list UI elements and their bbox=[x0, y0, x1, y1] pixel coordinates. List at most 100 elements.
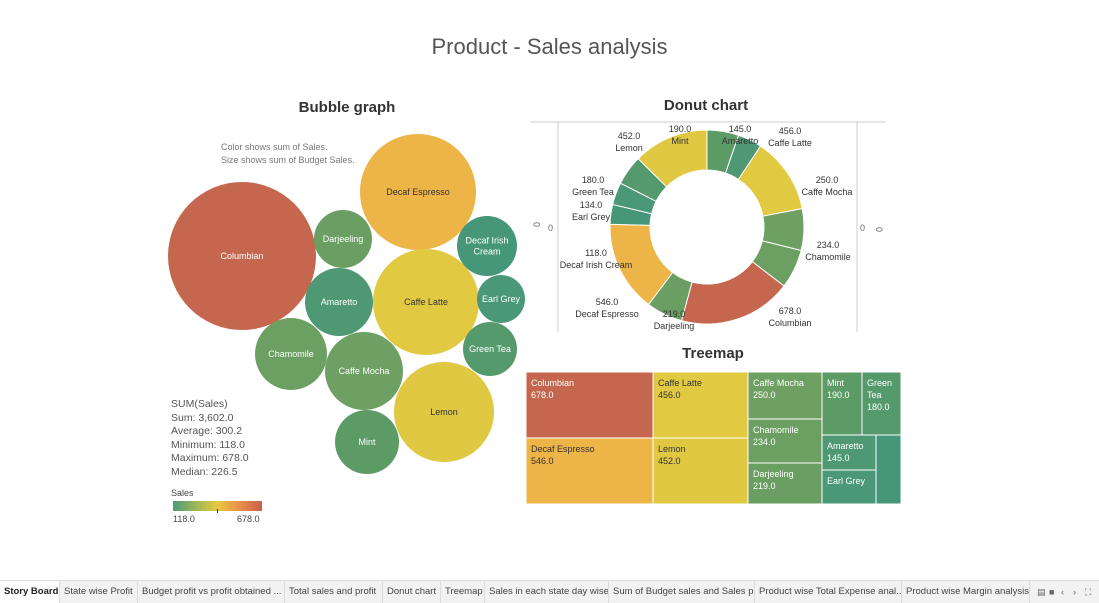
treemap-label-earl-grey: Earl Grey bbox=[827, 476, 866, 486]
color-legend-min: 118.0 bbox=[173, 514, 195, 524]
donut-axis-right-zero: 0 bbox=[860, 223, 865, 233]
treemap-value-amaretto: 145.0 bbox=[827, 453, 850, 463]
treemap-value-lemon: 452.0 bbox=[658, 456, 681, 466]
treemap-label-lemon: Lemon bbox=[658, 444, 686, 454]
color-legend-tick bbox=[217, 509, 218, 513]
bubble-chart-title: Bubble graph bbox=[298, 99, 396, 116]
donut-label-caffe-latte: Caffe Latte bbox=[768, 138, 812, 148]
bubble-darjeeling[interactable] bbox=[314, 210, 372, 268]
color-legend-title: Sales bbox=[171, 488, 194, 498]
treemap-cell-unlabeled-11[interactable] bbox=[875, 434, 902, 505]
bubble-label-green-tea: Green Tea bbox=[469, 344, 511, 354]
donut-chart: 0 0 0 0 190.0 Mint 145.0 Amaretto 456.0 Caffe… bbox=[530, 121, 886, 332]
sheet-tab-budget-profit-vs-profit-obtained[interactable]: Budget profit vs profit obtained ... bbox=[138, 581, 285, 603]
stats-maximum: Maximum: 678.0 bbox=[171, 452, 249, 465]
bubble-amaretto[interactable] bbox=[305, 268, 373, 336]
sheet-tab-product-wise-total-expense-anal[interactable]: Product wise Total Expense anal... bbox=[755, 581, 902, 603]
bubble-caffe-mocha[interactable] bbox=[325, 332, 403, 410]
bubble-mint[interactable] bbox=[335, 410, 399, 474]
donut-value-darjeeling: 219.0 bbox=[663, 309, 686, 319]
stats-median: Median: 226.5 bbox=[171, 465, 238, 478]
bubble-label-decaf-irish-cream: Cream bbox=[473, 247, 500, 257]
bubble-lemon[interactable] bbox=[394, 362, 494, 462]
donut-label-green-tea: Green Tea bbox=[572, 187, 614, 197]
sheet-tab-product-wise-margin-analysis[interactable]: Product wise Margin analysis bbox=[902, 581, 1030, 603]
bubble-note-color: Color shows sum of Sales. bbox=[221, 142, 328, 152]
donut-value-green-tea: 180.0 bbox=[582, 175, 605, 185]
sheet-tab-sales-in-each-state-day-wise[interactable]: Sales in each state day wise bbox=[485, 581, 609, 603]
treemap-cell-caffe-latte[interactable] bbox=[652, 372, 749, 439]
stats-header: SUM(Sales) bbox=[171, 398, 228, 410]
bubble-label-earl-grey: Earl Grey bbox=[482, 294, 521, 304]
bubble-label-mint: Mint bbox=[358, 437, 376, 447]
stats-average: Average: 300.2 bbox=[171, 425, 243, 438]
donut-label-columbian: Columbian bbox=[768, 318, 811, 328]
sales-summary: SUM(Sales) Sum: 3,602.0 Average: 300.2 M… bbox=[171, 398, 249, 480]
donut-axis-right-label: 0 bbox=[874, 227, 884, 232]
donut-value-earl-grey: 134.0 bbox=[580, 200, 603, 210]
bubble-columbian[interactable] bbox=[168, 182, 316, 330]
treemap-label-decaf-espresso: Decaf Espresso bbox=[531, 444, 595, 454]
sheet-tab-treemap[interactable]: Treemap bbox=[441, 581, 485, 603]
treemap-cell-darjeeling[interactable] bbox=[747, 462, 823, 505]
donut-value-chamomile: 234.0 bbox=[817, 240, 840, 250]
donut-value-amaretto: 145.0 bbox=[729, 124, 752, 134]
donut-slice-lemon[interactable] bbox=[637, 129, 708, 188]
treemap-value-chamomile: 234.0 bbox=[753, 437, 776, 447]
treemap-label-caffe-latte: Caffe Latte bbox=[658, 378, 702, 388]
treemap-cell-amaretto[interactable] bbox=[821, 434, 877, 471]
donut-value-lemon: 452.0 bbox=[618, 131, 641, 141]
next-icon[interactable]: › bbox=[1073, 587, 1076, 597]
sheet-tab-sum-of-budget-sales-and-sales-p[interactable]: Sum of Budget sales and Sales p... bbox=[609, 581, 755, 603]
donut-value-caffe-mocha: 250.0 bbox=[816, 175, 839, 185]
treemap-value-caffe-latte: 456.0 bbox=[658, 390, 681, 400]
treemap-value-darjeeling: 219.0 bbox=[753, 481, 776, 491]
donut-value-decaf-irish-cream: 118.0 bbox=[585, 248, 607, 258]
sheet-tab-story-board[interactable]: Story Board bbox=[0, 581, 60, 603]
bubble-note: Color shows sum of Sales. Size shows sum… bbox=[221, 141, 355, 167]
dashboard-title: Product - Sales analysis bbox=[431, 34, 668, 59]
treemap-cell-chamomile[interactable] bbox=[747, 418, 823, 464]
prev-icon[interactable]: ‹ bbox=[1061, 587, 1064, 597]
sheet-tab-donut-chart[interactable]: Donut chart bbox=[383, 581, 441, 603]
treemap-value-green-tea: 180.0 bbox=[867, 402, 890, 412]
donut-label-lemon: Lemon bbox=[615, 143, 643, 153]
treemap-value-mint: 190.0 bbox=[827, 390, 850, 400]
bubble-chamomile[interactable] bbox=[255, 318, 327, 390]
color-legend-gradient bbox=[173, 501, 262, 511]
fullscreen-icon[interactable]: ⛶ bbox=[1085, 587, 1092, 597]
sheet-tab-state-wise-profit[interactable]: State wise Profit bbox=[60, 581, 138, 603]
donut-label-caffe-mocha: Caffe Mocha bbox=[802, 187, 853, 197]
treemap-cell-columbian[interactable] bbox=[526, 372, 654, 439]
treemap-label-mint: Mint bbox=[827, 378, 845, 388]
donut-value-columbian: 678.0 bbox=[779, 306, 802, 316]
donut-label-earl-grey: Earl Grey bbox=[572, 212, 611, 222]
bubble-note-size: Size shows sum of Budget Sales. bbox=[221, 155, 355, 165]
treemap-label-green-tea: Green bbox=[867, 378, 892, 388]
bubble-green-tea[interactable] bbox=[463, 322, 517, 376]
grid-view-icon[interactable]: ▤ bbox=[1037, 587, 1046, 597]
treemap-label-darjeeling: Darjeeling bbox=[753, 469, 794, 479]
treemap-cell-earl-grey[interactable] bbox=[821, 469, 877, 505]
donut-value-mint: 190.0 bbox=[669, 124, 692, 134]
donut-axis-left-zero: 0 bbox=[548, 223, 553, 233]
bubble-earl-grey[interactable] bbox=[477, 275, 525, 323]
bubble-caffe-latte[interactable] bbox=[373, 249, 479, 355]
donut-label-amaretto: Amaretto bbox=[722, 136, 759, 146]
donut-label-chamomile: Chamomile bbox=[805, 252, 851, 262]
donut-value-decaf-espresso: 546.0 bbox=[596, 297, 619, 307]
sheet-tab-total-sales-and-profit[interactable]: Total sales and profit bbox=[285, 581, 383, 603]
treemap-label-amaretto: Amaretto bbox=[827, 441, 864, 451]
bubble-decaf-irish-cream[interactable] bbox=[457, 216, 517, 276]
treemap-label-caffe-mocha: Caffe Mocha bbox=[753, 378, 804, 388]
stats-sum: Sum: 3,602.0 bbox=[171, 411, 234, 424]
treemap-cell-green-tea[interactable] bbox=[861, 372, 902, 436]
bubble-label-darjeeling: Darjeeling bbox=[323, 234, 364, 244]
bubble-label-caffe-latte: Caffe Latte bbox=[404, 297, 448, 307]
treemap-label-chamomile: Chamomile bbox=[753, 425, 799, 435]
treemap-cell-mint[interactable] bbox=[821, 372, 863, 436]
filmstrip-icon[interactable]: ■ bbox=[1049, 587, 1055, 597]
bubble-label-amaretto: Amaretto bbox=[321, 297, 358, 307]
donut-axis-left-label: 0 bbox=[532, 222, 542, 227]
bubble-decaf-espresso[interactable] bbox=[360, 134, 476, 250]
